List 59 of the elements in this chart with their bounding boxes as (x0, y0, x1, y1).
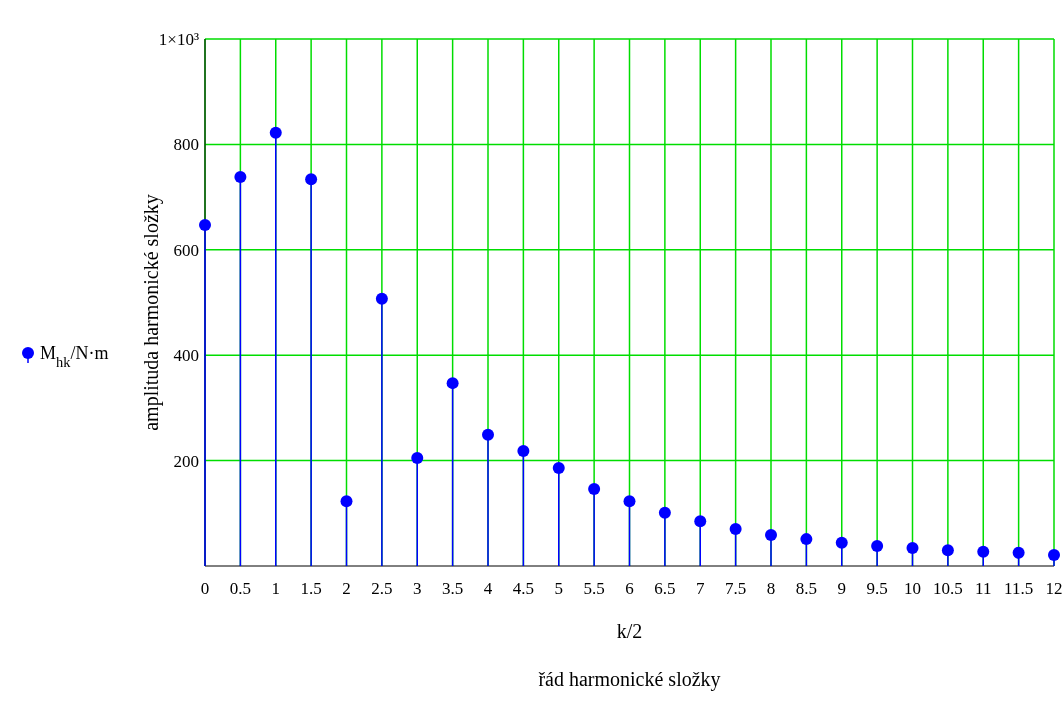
point (977, 545, 990, 558)
point (871, 539, 884, 552)
x-axis-title: řád harmonické složky (538, 668, 721, 691)
point (658, 506, 671, 519)
x-tick-label: 2 (342, 579, 351, 598)
x-tick-label: 10 (904, 579, 921, 598)
point (800, 533, 813, 546)
x-tick-label: 12 (1045, 579, 1063, 598)
point (835, 536, 848, 549)
y-tick-label: 200 (173, 451, 199, 471)
x-tick-label: 11.5 (1004, 579, 1034, 598)
point (411, 451, 424, 464)
x-tick-label: 1.5 (300, 579, 322, 598)
point (375, 292, 388, 305)
point (234, 171, 247, 184)
x-tick-label: 7 (696, 579, 705, 598)
x-tick-label: 5 (554, 579, 563, 598)
point (269, 126, 282, 139)
point (765, 528, 777, 541)
x-tick-label: 0 (200, 579, 210, 598)
point (1012, 546, 1025, 559)
point (446, 377, 459, 390)
x-tick-label: 9.5 (866, 579, 888, 598)
x-tick-label: 6 (625, 579, 634, 598)
x-tick-label: 8.5 (795, 579, 817, 598)
point (1048, 548, 1060, 561)
point (729, 523, 742, 536)
point (552, 461, 565, 474)
point (906, 542, 919, 555)
point (199, 219, 211, 232)
point (588, 483, 601, 496)
x-tick-label: 3 (413, 579, 422, 598)
y-tick-label: 1×10³ (158, 29, 199, 49)
point (623, 495, 636, 508)
x-tick-label: 11 (975, 579, 992, 598)
x-tick-label: 4 (483, 579, 493, 598)
legend-label: M$_{hk}$/N·m (40, 343, 109, 370)
x-tick-label: 2.5 (371, 579, 393, 598)
x-tick-label: 1 (271, 579, 280, 598)
x-tick-label: 6.5 (654, 579, 676, 598)
point (517, 445, 530, 458)
point (694, 515, 707, 528)
y-axis-title: amplituda harmonické složky (140, 194, 163, 431)
y-tick-label: 600 (173, 240, 199, 260)
text: k/2 (616, 620, 643, 642)
point (941, 544, 954, 557)
point (305, 173, 318, 186)
point (340, 495, 353, 508)
x-tick-label: 0.5 (229, 579, 251, 598)
point (482, 428, 494, 441)
x-tick-label: 3.5 (442, 579, 464, 598)
y-tick-label: 800 (173, 135, 199, 155)
x-tick-label: 10.5 (933, 579, 963, 598)
x-tick-label: 4.5 (512, 579, 534, 598)
x-tick-label: 5.5 (583, 579, 605, 598)
x-tick-label: 7.5 (725, 579, 747, 598)
x-tick-label: 8 (766, 579, 776, 598)
y-tick-label: 400 (173, 346, 199, 366)
x-tick-label: 9 (837, 579, 846, 598)
